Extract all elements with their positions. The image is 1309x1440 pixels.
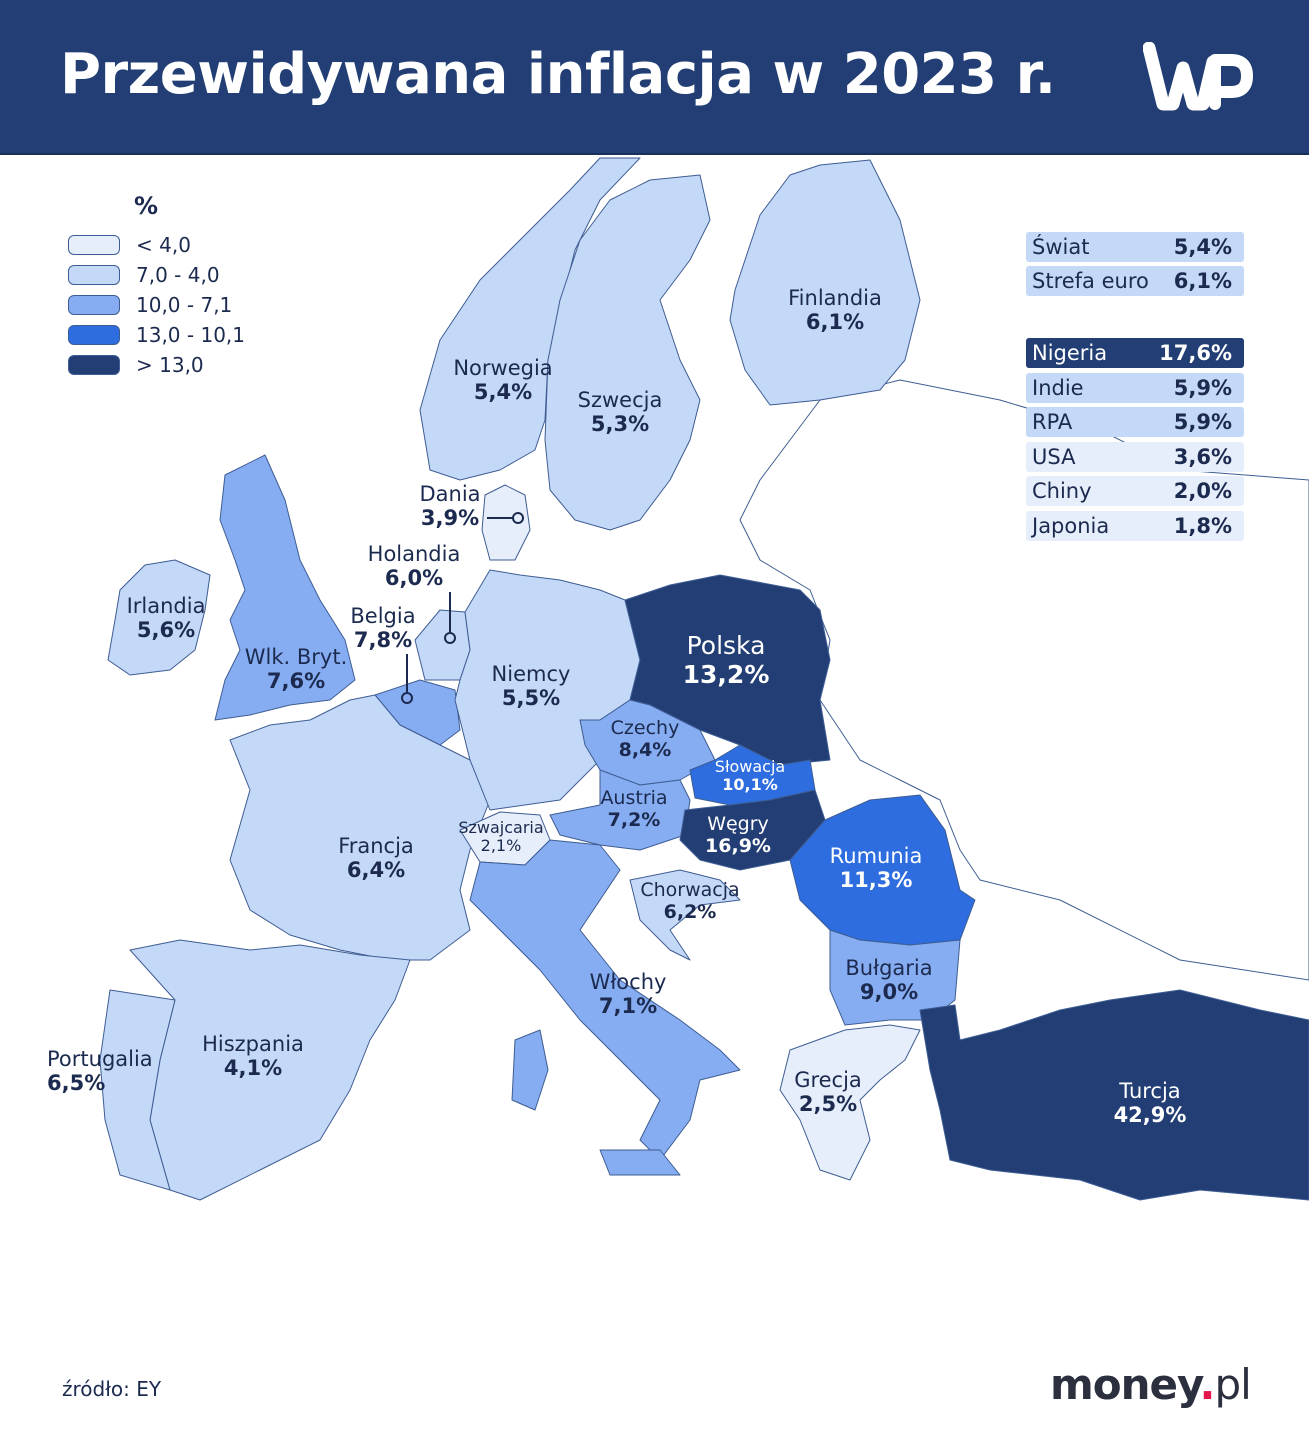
page-title: Przewidywana inflacja w 2023 r.	[60, 42, 1056, 107]
row-value: 5,4%	[1173, 235, 1232, 259]
row-value: 5,9%	[1173, 376, 1232, 400]
country-portugalia	[99, 989, 176, 1191]
row-value: 1,8%	[1173, 514, 1232, 538]
label-szwajcaria: Szwajcaria 2,1%	[458, 818, 544, 856]
header-bar: Przewidywana inflacja w 2023 r.	[0, 0, 1309, 155]
holandia-marker-icon	[444, 632, 456, 644]
country-row-usa: USA 3,6%	[1026, 442, 1244, 472]
row-name: Strefa euro	[1032, 269, 1149, 293]
row-value: 5,9%	[1173, 410, 1232, 434]
legend-label: 13,0 - 10,1	[136, 323, 245, 347]
country-holandia	[414, 609, 471, 681]
legend-label: 7,0 - 4,0	[136, 263, 220, 287]
legend-swatch	[68, 325, 120, 345]
legend-item: 10,0 - 7,1	[68, 292, 232, 318]
row-name: Japonia	[1032, 514, 1110, 538]
legend-item: > 13,0	[68, 352, 204, 378]
label-belgia: Belgia 7,8%	[350, 604, 416, 653]
row-name: Świat	[1032, 235, 1090, 259]
legend-title: %	[134, 192, 159, 220]
legend-item: < 4,0	[68, 232, 191, 258]
label-turcja: Turcja 42,9%	[1113, 1079, 1187, 1128]
country-irlandia	[107, 559, 211, 676]
country-row-indie: Indie 5,9%	[1026, 373, 1244, 403]
row-value: 17,6%	[1159, 341, 1232, 365]
row-value: 2,0%	[1173, 479, 1232, 503]
label-grecja: Grecja 2,5%	[794, 1068, 862, 1117]
country-sycylia	[599, 1149, 681, 1176]
brand-dot-icon: .	[1199, 1360, 1216, 1409]
label-polska: Polska 13,2%	[682, 631, 770, 689]
country-dania	[481, 484, 531, 561]
source-note: źródło: EY	[62, 1377, 162, 1401]
country-szwecja	[544, 174, 711, 531]
country-slowacja	[689, 744, 816, 806]
legend-label: 10,0 - 7,1	[136, 293, 233, 317]
label-wlochy: Włochy 7,1%	[589, 970, 667, 1019]
row-name: Nigeria	[1032, 341, 1108, 365]
country-grecja	[779, 1024, 921, 1181]
label-wlk-bryt: Wlk. Bryt. 7,6%	[244, 645, 348, 694]
label-finlandia: Finlandia 6,1%	[788, 286, 882, 335]
country-norwegia	[419, 157, 641, 481]
label-austria: Austria 7,2%	[600, 787, 668, 831]
country-wlochy	[469, 839, 741, 1161]
label-portugalia: Portugalia 6,5%	[47, 1047, 153, 1096]
money-pl-logo: money.pl	[1050, 1360, 1252, 1409]
label-chorwacja: Chorwacja 6,2%	[640, 879, 740, 923]
summary-row-strefa-euro: Strefa euro 6,1%	[1026, 266, 1244, 296]
wp-logo-icon	[1143, 42, 1253, 111]
belgia-leader-line	[406, 654, 408, 692]
country-francja	[229, 694, 491, 961]
label-slowacja: Słowacja 10,1%	[714, 757, 786, 795]
belgia-marker-icon	[401, 692, 413, 704]
country-chorwacja	[629, 869, 741, 961]
dania-marker-icon	[512, 512, 524, 524]
row-value: 6,1%	[1173, 269, 1232, 293]
label-irlandia: Irlandia 5,6%	[126, 594, 206, 643]
country-wlk-bryt	[214, 454, 356, 721]
label-czechy: Czechy 8,4%	[610, 717, 680, 761]
legend-label: < 4,0	[136, 233, 191, 257]
row-name: Chiny	[1032, 479, 1092, 503]
row-value: 3,6%	[1173, 445, 1232, 469]
label-francja: Francja 6,4%	[338, 834, 414, 883]
country-row-chiny: Chiny 2,0%	[1026, 476, 1244, 506]
legend-swatch	[68, 295, 120, 315]
label-szwecja: Szwecja 5,3%	[577, 388, 663, 437]
label-bulgaria: Bułgaria 9,0%	[845, 956, 933, 1005]
country-turcja	[919, 989, 1309, 1201]
summary-row-swiat: Świat 5,4%	[1026, 232, 1244, 262]
label-rumunia: Rumunia 11,3%	[829, 844, 923, 893]
country-austria	[549, 769, 691, 851]
dania-leader-line	[487, 517, 513, 519]
legend-swatch	[68, 355, 120, 375]
holandia-leader-line	[449, 592, 451, 632]
row-name: Indie	[1032, 376, 1084, 400]
label-niemcy: Niemcy 5,5%	[491, 662, 571, 711]
legend-item: 13,0 - 10,1	[68, 322, 245, 348]
legend-swatch	[68, 265, 120, 285]
country-sardynia	[511, 1029, 549, 1111]
country-row-nigeria: Nigeria 17,6%	[1026, 338, 1244, 368]
label-dania: Dania 3,9%	[419, 482, 481, 531]
row-name: RPA	[1032, 410, 1073, 434]
legend-label: > 13,0	[136, 353, 204, 377]
label-norwegia: Norwegia 5,4%	[453, 356, 553, 405]
legend-swatch	[68, 235, 120, 255]
country-row-rpa: RPA 5,9%	[1026, 407, 1244, 437]
label-wegry: Węgry 16,9%	[705, 813, 771, 857]
legend-item: 7,0 - 4,0	[68, 262, 220, 288]
country-row-japonia: Japonia 1,8%	[1026, 511, 1244, 541]
label-holandia: Holandia 6,0%	[367, 542, 461, 591]
label-hiszpania: Hiszpania 4,1%	[202, 1032, 304, 1081]
country-finlandia	[729, 159, 921, 406]
row-name: USA	[1032, 445, 1076, 469]
